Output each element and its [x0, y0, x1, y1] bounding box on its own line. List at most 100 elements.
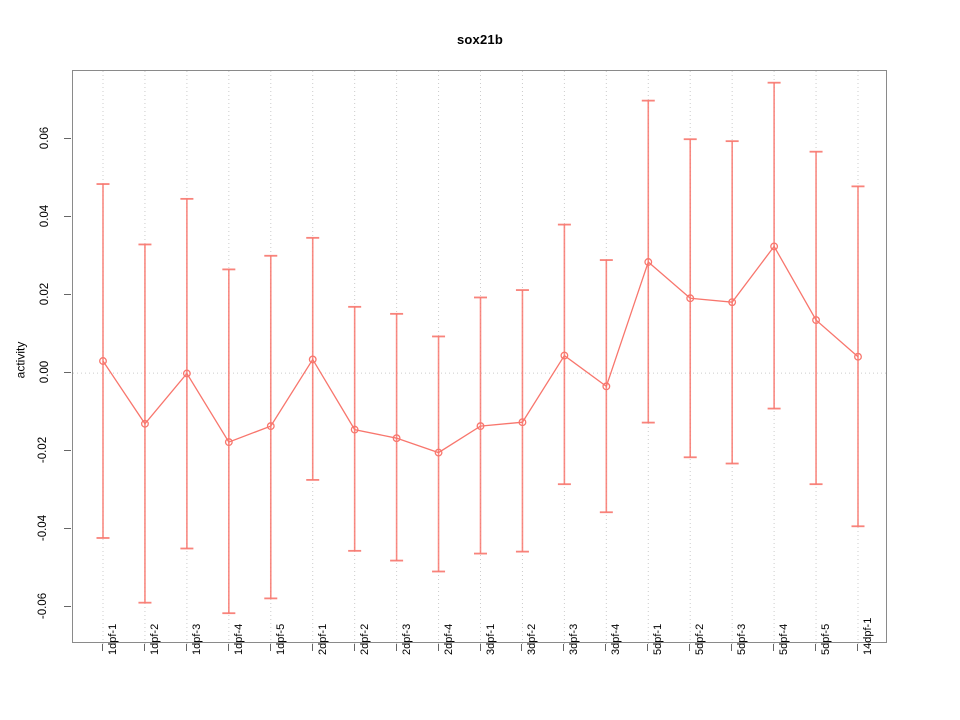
- y-axis-tick: [64, 138, 71, 140]
- data-point-marker[interactable]: [812, 316, 821, 325]
- x-axis-tick: [647, 644, 649, 651]
- x-axis-tick: [479, 644, 481, 651]
- x-axis-tick-label-text: 2dpf-1: [316, 623, 329, 655]
- y-axis-tick: [64, 294, 71, 296]
- x-axis-tick-label: 1dpf-5: [263, 624, 287, 715]
- x-axis-tick-label: 3dpf-2: [514, 624, 538, 715]
- y-axis-tick-label-text: -0.06: [36, 592, 49, 620]
- data-point-marker[interactable]: [392, 434, 401, 443]
- error-bar: [515, 289, 529, 553]
- error-bar: [264, 254, 278, 600]
- y-axis-tick-label: -0.02: [0, 437, 56, 463]
- x-axis-tick: [102, 644, 103, 651]
- x-axis-tick-label: 1dpf-3: [179, 624, 203, 715]
- y-axis-tick: [64, 605, 71, 607]
- x-axis-tick-label: 3dpf-1: [473, 624, 497, 715]
- x-axis-tick-label: 2dpf-4: [431, 624, 455, 715]
- error-bar: [432, 335, 446, 573]
- data-point-marker[interactable]: [854, 352, 862, 361]
- data-point-marker[interactable]: [140, 419, 149, 428]
- x-axis-tick: [521, 644, 523, 651]
- x-axis-tick-label-text: 1dpf-2: [148, 623, 161, 655]
- x-axis-tick-label-text: 2dpf-3: [400, 623, 413, 655]
- data-point-marker[interactable]: [308, 355, 317, 364]
- y-axis-tick-label: -0.04: [0, 515, 56, 541]
- y-axis-tick-label: 0.00: [0, 361, 56, 383]
- x-axis-tick: [563, 644, 565, 651]
- x-axis-tick-label: 5dpf-3: [724, 624, 748, 715]
- data-point-marker[interactable]: [224, 438, 233, 447]
- data-point-marker[interactable]: [602, 382, 611, 391]
- y-axis-tick: [64, 372, 71, 374]
- data-point-marker[interactable]: [350, 425, 359, 434]
- x-axis-tick-label: 1dpf-2: [137, 624, 161, 715]
- series-line: [102, 245, 859, 454]
- x-axis-tick-label-text: 3dpf-2: [526, 623, 539, 655]
- y-axis-tick: [64, 216, 71, 218]
- x-axis-tick-label: 2dpf-3: [389, 624, 413, 715]
- x-axis-tick-label: 5dpf-2: [682, 624, 706, 715]
- x-axis-tick-label-text: 3dpf-1: [484, 623, 497, 655]
- y-axis-tick-label-text: -0.02: [36, 436, 49, 464]
- data-point-marker[interactable]: [644, 258, 653, 266]
- x-axis-tick-label-text: 5dpf-1: [652, 623, 665, 655]
- x-axis-tick: [269, 644, 271, 651]
- data-point-marker[interactable]: [686, 294, 695, 303]
- y-axis-tick-label-text: 0.06: [38, 127, 51, 150]
- y-axis-tick-label: 0.02: [0, 283, 56, 305]
- x-axis-tick-label: 5dpf-4: [766, 624, 790, 715]
- data-point-marker[interactable]: [560, 351, 569, 360]
- plot-svg: [73, 71, 888, 644]
- x-axis-tick: [437, 644, 439, 651]
- data-point-marker[interactable]: [728, 298, 737, 307]
- error-bar: [557, 223, 571, 486]
- data-point-marker[interactable]: [182, 369, 191, 378]
- y-axis-tick: [64, 450, 71, 452]
- y-axis-label: activity: [8, 0, 32, 720]
- data-point-marker[interactable]: [770, 242, 779, 251]
- error-bar: [809, 150, 823, 486]
- y-axis-tick-label-text: 0.00: [38, 360, 51, 384]
- x-axis-tick-label: 5dpf-1: [640, 624, 664, 715]
- x-axis-tick-label: 5dpf-5: [808, 624, 832, 715]
- x-axis-tick-label: 1dpf-4: [221, 624, 245, 715]
- x-axis-tick: [731, 644, 733, 651]
- y-axis-tick-label: 0.06: [0, 127, 56, 149]
- x-axis-tick-label: 3dpf-3: [556, 624, 580, 715]
- x-axis-tick-label-text: 2dpf-2: [358, 623, 371, 655]
- data-point-marker[interactable]: [518, 418, 527, 427]
- plot-area: [72, 70, 888, 644]
- x-axis-tick-label-text: 3dpf-3: [568, 623, 581, 655]
- x-axis-tick: [395, 644, 397, 651]
- x-axis-tick-label-text: 1dpf-4: [232, 623, 245, 655]
- x-axis-tick: [311, 644, 313, 651]
- chart-title: sox21b: [456, 32, 503, 47]
- x-axis-tick-label: 3dpf-4: [598, 624, 622, 715]
- x-axis-tick-label-text: 1dpf-3: [190, 623, 203, 655]
- x-axis-tick-label-text: 5dpf-2: [694, 623, 707, 655]
- data-point-marker[interactable]: [266, 422, 275, 431]
- x-axis-tick-label: 2dpf-1: [305, 624, 329, 715]
- y-axis-tick-label: -0.06: [0, 593, 56, 619]
- x-axis-tick-label: 14dpf-1: [850, 618, 874, 715]
- error-bar: [390, 312, 404, 562]
- x-axis-tick: [773, 644, 775, 651]
- y-axis-tick-label-text: -0.04: [36, 514, 49, 542]
- x-axis-tick-label-text: 1dpf-5: [274, 623, 287, 655]
- x-axis-tick: [689, 644, 691, 651]
- y-axis-tick: [64, 528, 71, 529]
- data-point-marker[interactable]: [99, 357, 107, 365]
- x-axis-tick-label: 1dpf-1: [95, 624, 119, 715]
- x-axis-tick: [605, 644, 607, 651]
- x-axis-tick: [185, 644, 187, 651]
- x-axis-tick-label-text: 5dpf-4: [778, 623, 791, 655]
- data-point-marker[interactable]: [434, 448, 443, 457]
- x-axis-tick-label-text: 5dpf-5: [820, 623, 833, 655]
- y-axis-tick-label-text: 0.02: [38, 282, 51, 306]
- data-point-marker[interactable]: [476, 422, 485, 431]
- x-axis-tick-label: 2dpf-2: [347, 624, 371, 715]
- x-axis-tick-label-text: 5dpf-3: [736, 623, 749, 655]
- x-axis-tick-label-text: 14dpf-1: [862, 617, 874, 655]
- x-axis-tick: [815, 644, 817, 651]
